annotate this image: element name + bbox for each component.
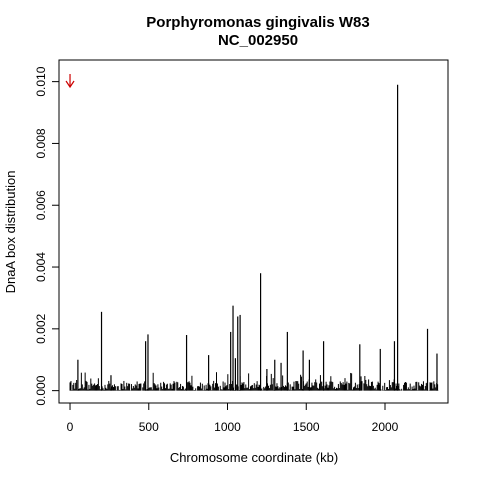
x-tick-label: 1000 — [214, 420, 241, 434]
y-tick-label: 0.002 — [34, 313, 48, 343]
x-axis: 0 500 1000 1500 2000 — [67, 402, 399, 434]
y-tick-label: 0.004 — [34, 252, 48, 282]
x-tick-label: 0 — [67, 420, 74, 434]
y-tick-label: 0.000 — [34, 375, 48, 405]
arrow-head — [65, 80, 75, 89]
y-axis: 0.000 0.002 0.004 0.006 0.008 0.010 — [34, 66, 60, 406]
x-tick-label: 1500 — [293, 420, 320, 434]
x-tick-label: 500 — [139, 420, 159, 434]
y-tick-label: 0.006 — [34, 190, 48, 220]
bars-group — [69, 84, 440, 391]
y-tick-label: 0.010 — [34, 66, 48, 96]
y-axis-label: DnaA box distribution — [3, 171, 18, 294]
origin-marker — [65, 74, 75, 89]
x-axis-label: Chromosome coordinate (kb) — [170, 450, 338, 465]
y-tick-label: 0.008 — [34, 128, 48, 158]
chart-subtitle: NC_002950 — [218, 32, 298, 49]
x-tick-label: 2000 — [372, 420, 399, 434]
chart-title: Porphyromonas gingivalis W83 — [146, 14, 369, 31]
